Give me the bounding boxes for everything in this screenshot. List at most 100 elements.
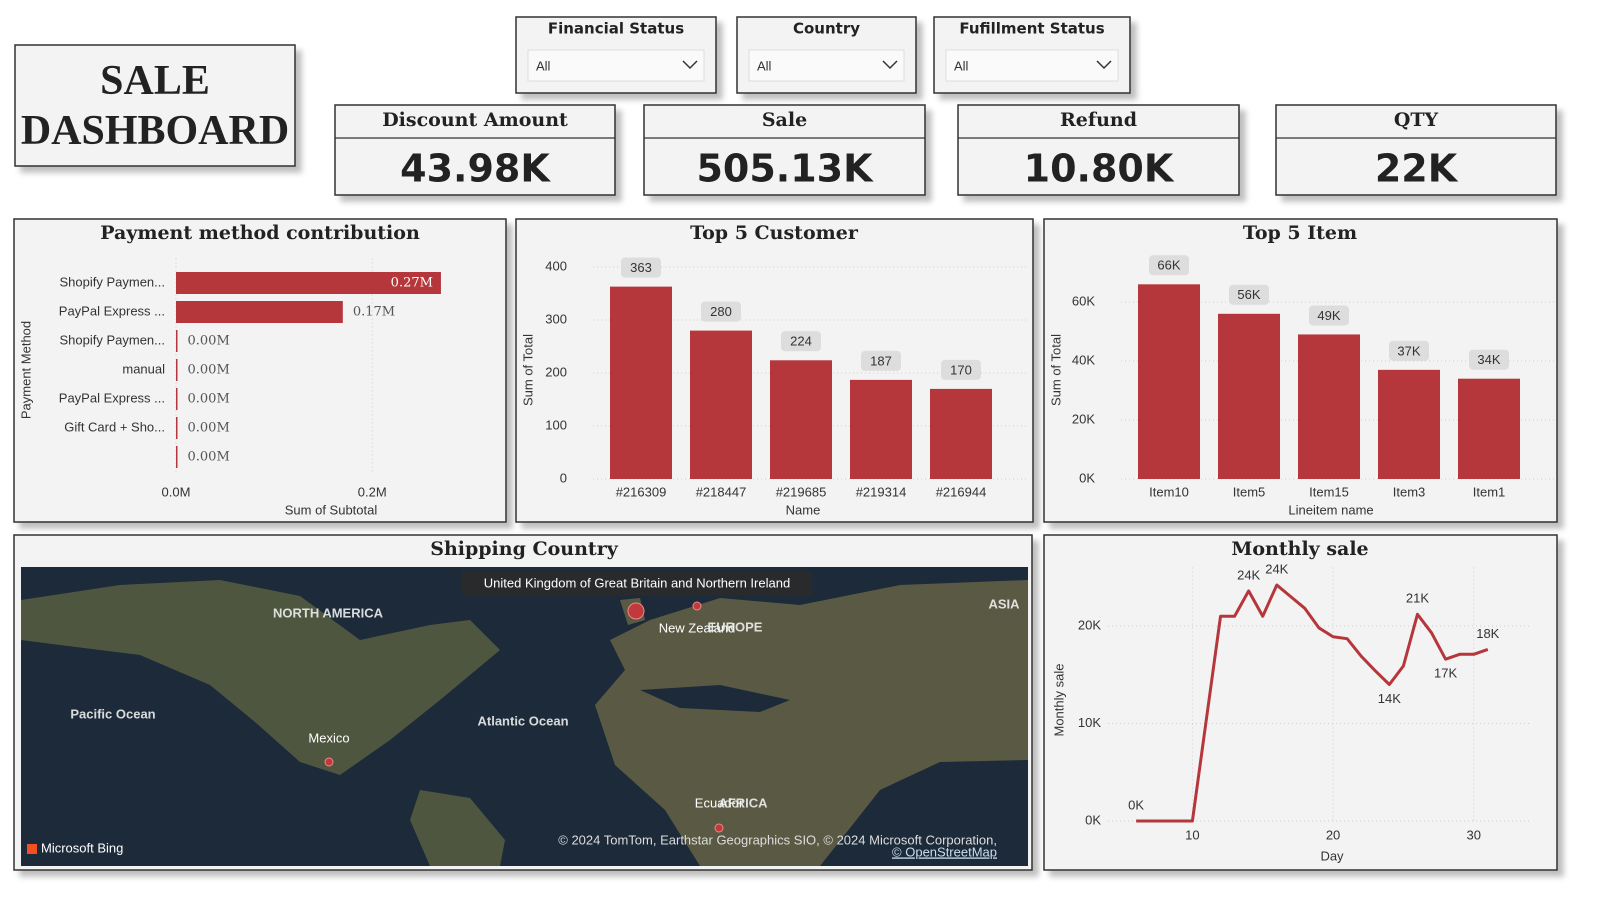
map — [21, 567, 1028, 866]
filter-label: Financial Status — [548, 20, 684, 38]
data-label: 56K — [1237, 287, 1260, 302]
y-axis-label: Monthly sale — [1051, 664, 1066, 737]
kpi-card — [957, 104, 1240, 196]
x-tick-label: 0.2M — [358, 484, 387, 499]
data-label: 66K — [1157, 258, 1180, 273]
y-axis-label: Sum of Total — [520, 334, 535, 406]
y-axis-label: Sum of Total — [1048, 334, 1063, 406]
dropdown[interactable] — [527, 49, 705, 82]
y-tick-label: 200 — [545, 364, 567, 379]
y-tick-label: PayPal Express ... — [59, 303, 165, 318]
data-label: 24K — [1237, 567, 1260, 582]
kpi-card — [334, 104, 616, 196]
x-tick-label: Item3 — [1393, 484, 1426, 499]
bar — [176, 330, 178, 352]
data-label: 187 — [870, 353, 892, 368]
data-label: 0K — [1128, 797, 1144, 812]
data-label: 280 — [710, 304, 732, 319]
filter-label: Fufillment Status — [959, 20, 1104, 38]
title-box — [14, 44, 296, 167]
bar — [770, 360, 832, 479]
logo-icon — [27, 844, 37, 854]
y-tick-label: manual — [122, 361, 165, 376]
bar — [176, 446, 178, 468]
label-bg — [1309, 305, 1349, 326]
dropdown-value: All — [757, 58, 772, 73]
region-label: Pacific Ocean — [70, 706, 155, 721]
y-tick-label: 300 — [545, 311, 567, 326]
label-bg — [1469, 349, 1509, 370]
y-tick-label: Gift Card + Sho... — [64, 419, 165, 434]
kpi-value: 22K — [1375, 147, 1459, 191]
attribution-link: © OpenStreetMap — [892, 844, 997, 859]
data-label: 49K — [1317, 308, 1340, 323]
y-tick-label: 0 — [560, 470, 567, 485]
chart-title: Top 5 Item — [1243, 222, 1357, 244]
label-bg — [621, 257, 661, 278]
x-axis-label: Name — [786, 502, 821, 517]
kpi-value: 505.13K — [696, 147, 874, 191]
dropdown-value: All — [536, 58, 551, 73]
region-label: EUROPE — [708, 619, 763, 634]
y-axis-label: Payment Method — [18, 321, 33, 419]
data-label: 0.17M — [353, 305, 395, 320]
y-tick-label: 60K — [1072, 293, 1095, 308]
data-label: 17K — [1434, 666, 1457, 681]
data-label: 0.00M — [188, 450, 230, 465]
line — [1136, 583, 1489, 823]
data-label: 0.00M — [188, 363, 230, 378]
data-label: 34K — [1477, 352, 1500, 367]
label-bg — [781, 331, 821, 352]
data-label: 0.00M — [188, 421, 230, 436]
region-label: AFRICA — [718, 795, 768, 810]
bar — [176, 388, 178, 410]
y-tick-label: 400 — [545, 258, 567, 273]
bar — [176, 301, 343, 323]
location-bubble — [627, 602, 645, 620]
dashboard-title: SALE DASHBOARD — [20, 58, 290, 154]
land — [595, 580, 1028, 866]
label-bg — [1229, 284, 1269, 305]
location-label: Ecuador — [695, 795, 744, 810]
bar — [690, 330, 752, 479]
bar — [176, 359, 178, 381]
x-tick-label: #219314 — [856, 484, 907, 499]
kpi-card — [1275, 104, 1557, 196]
location-bubble — [692, 601, 702, 611]
chart-title: Top 5 Customer — [690, 222, 859, 244]
map-title: Shipping Country — [430, 538, 618, 560]
data-label: 14K — [1378, 691, 1401, 706]
x-tick-label: Item5 — [1233, 484, 1266, 499]
y-tick-label: 0K — [1085, 812, 1101, 827]
land — [410, 790, 505, 866]
x-tick-label: Item1 — [1473, 484, 1506, 499]
bar — [610, 286, 672, 479]
bar — [1458, 378, 1520, 479]
y-tick-label: PayPal Express ... — [59, 390, 165, 405]
label-bg — [701, 301, 741, 322]
data-label: 363 — [630, 260, 652, 275]
data-label: 0.00M — [188, 334, 230, 349]
dropdown-value: All — [954, 58, 969, 73]
bar — [176, 272, 441, 294]
chart-title: Payment method contribution — [100, 222, 420, 244]
dropdown[interactable] — [748, 49, 905, 82]
sea — [640, 685, 790, 712]
x-tick-label: 20 — [1326, 827, 1340, 842]
bar — [1218, 313, 1280, 479]
y-tick-label: 10K — [1078, 715, 1101, 730]
x-tick-label: Item10 — [1149, 484, 1189, 499]
dropdown[interactable] — [945, 49, 1119, 82]
chevron — [682, 60, 698, 70]
data-label: 18K — [1476, 626, 1499, 641]
y-tick-label: Shopify Paymen... — [60, 332, 166, 347]
label-bg — [941, 359, 981, 380]
bar — [1138, 284, 1200, 479]
y-tick-label: 0K — [1079, 470, 1095, 485]
region-label: NORTH AMERICA — [273, 605, 384, 620]
chart-panel — [1043, 534, 1558, 871]
data-label: 0.00M — [188, 392, 230, 407]
location-label: United Kingdom of Great Britain and Nort… — [484, 575, 790, 590]
